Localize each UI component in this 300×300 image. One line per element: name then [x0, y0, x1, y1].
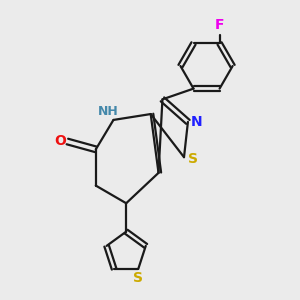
Text: S: S — [133, 271, 143, 285]
Text: N: N — [191, 115, 203, 129]
Text: NH: NH — [98, 104, 119, 118]
Text: O: O — [54, 134, 66, 148]
Text: S: S — [188, 152, 198, 166]
Text: F: F — [215, 18, 224, 32]
